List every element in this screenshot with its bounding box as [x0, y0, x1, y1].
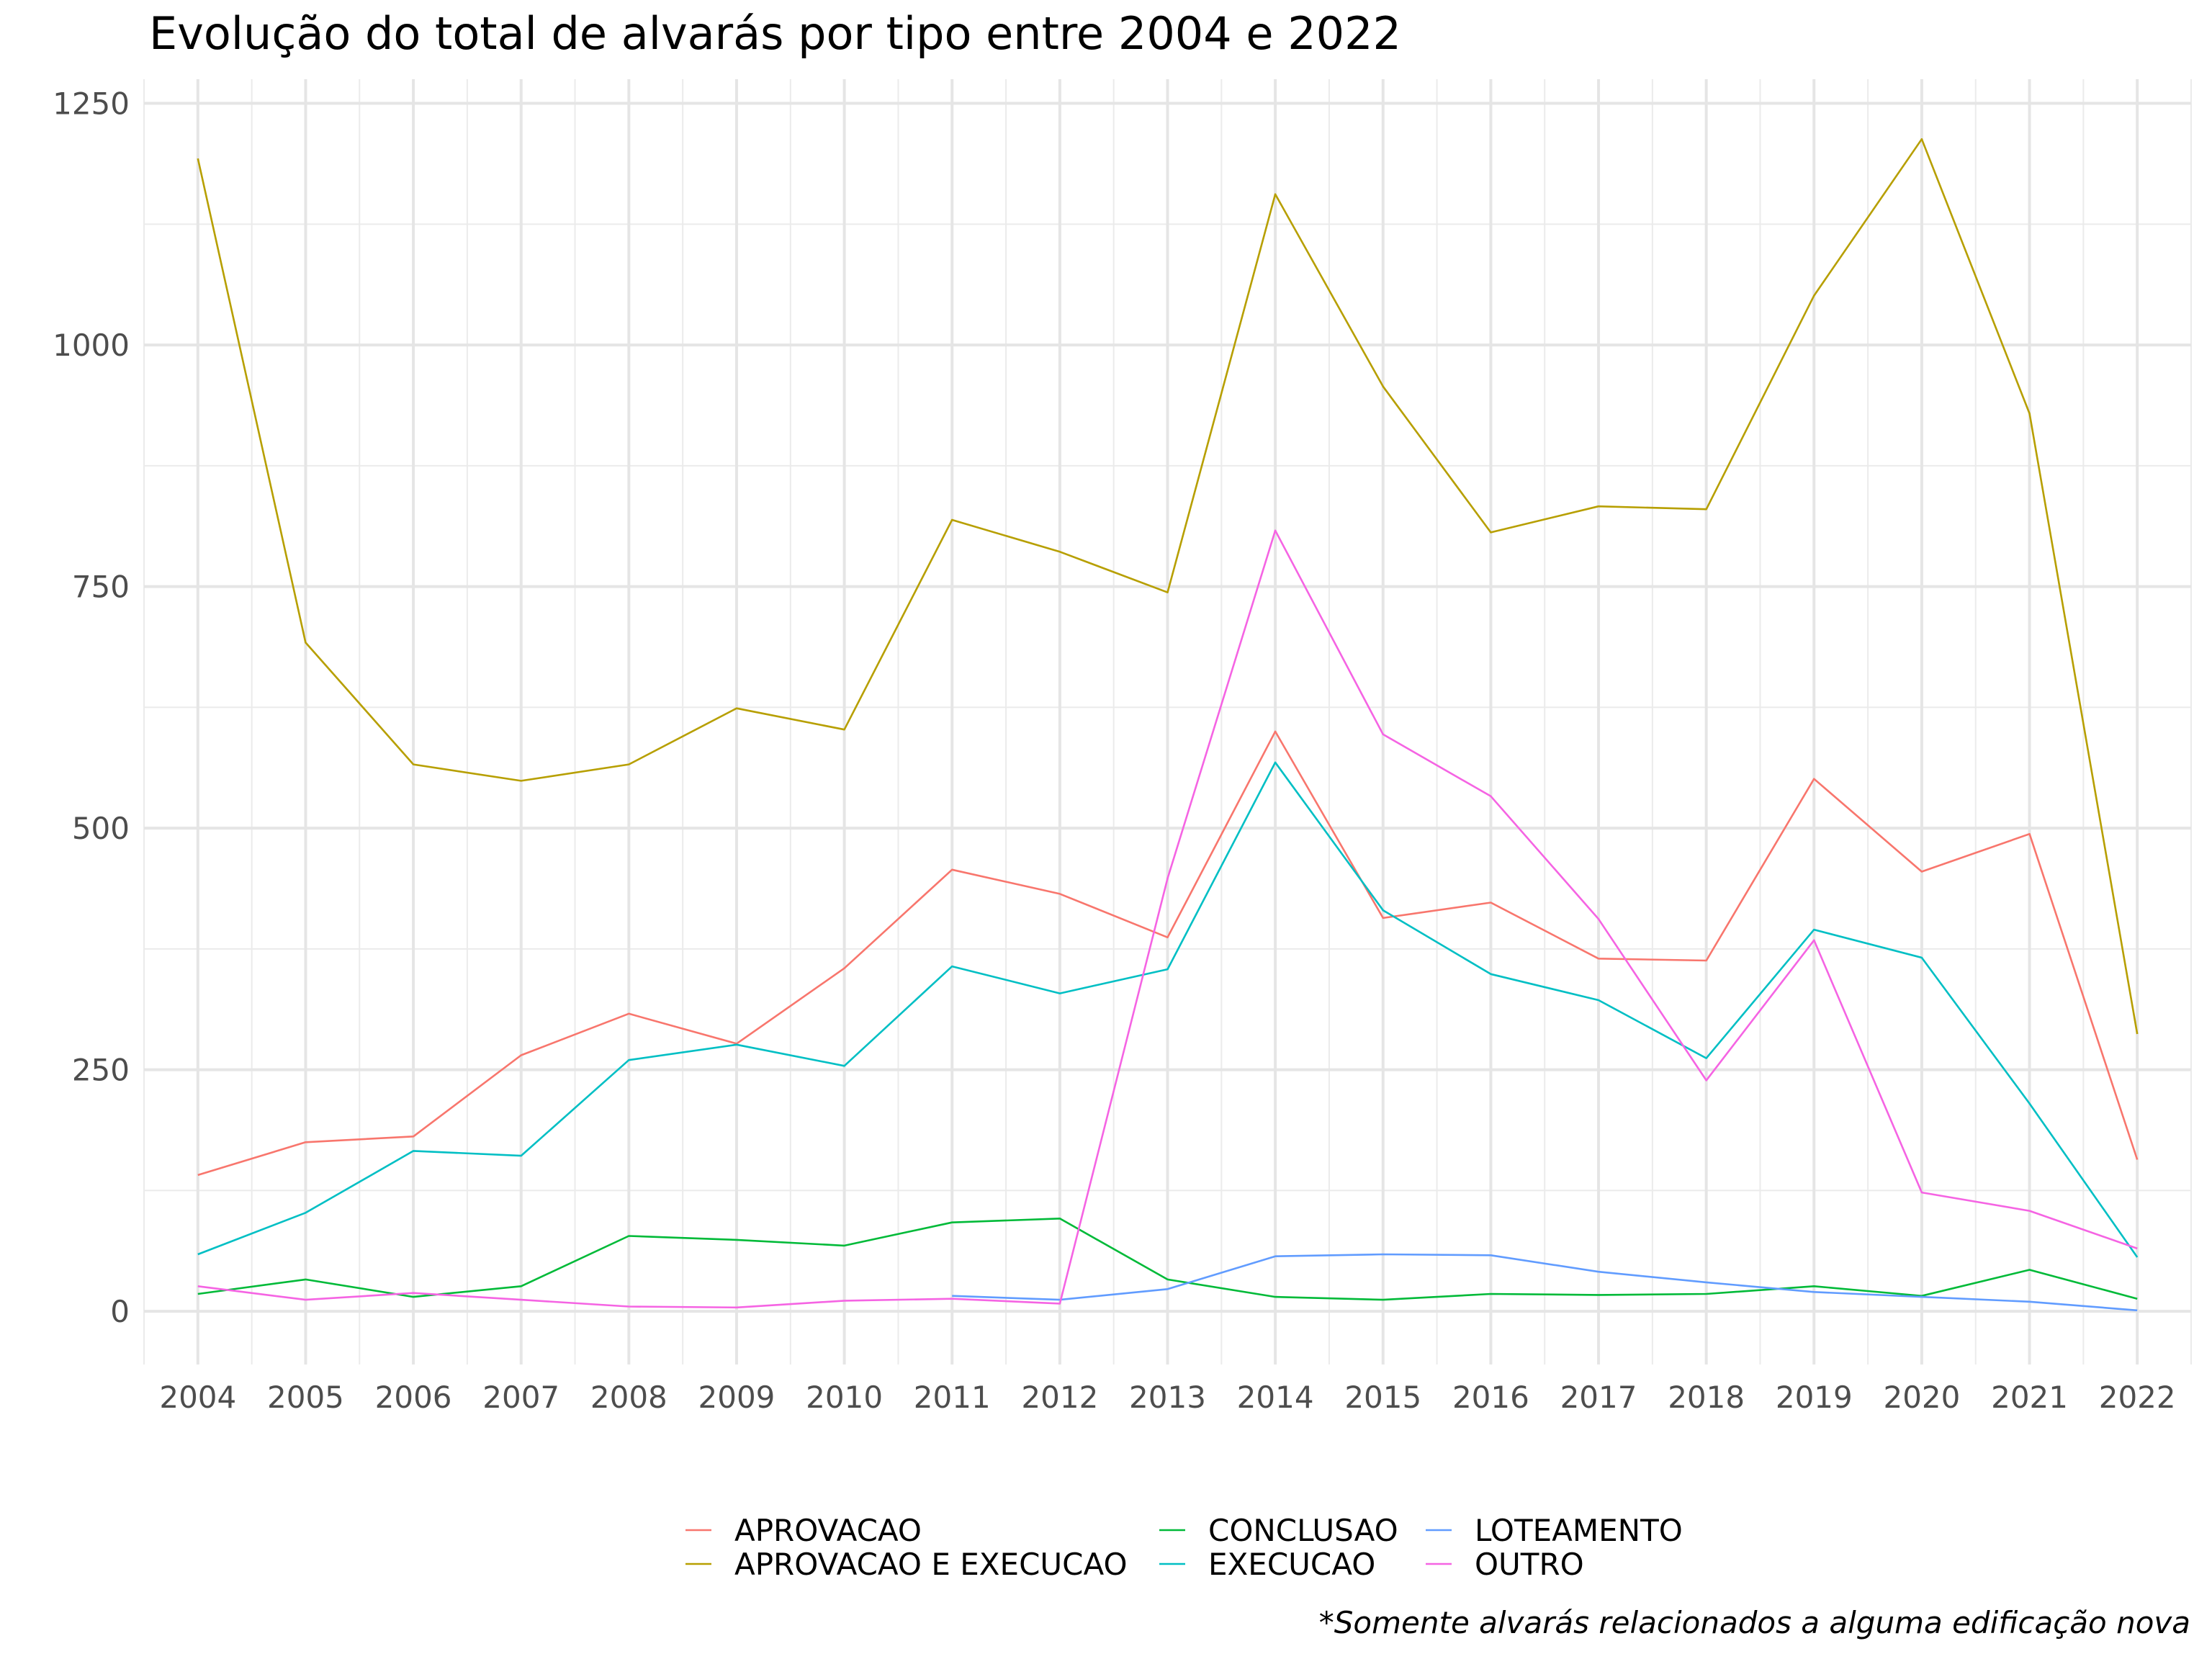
x-tick-label: 2016	[1452, 1380, 1529, 1415]
chart-caption: *Somente alvarás relacionados a alguma e…	[1319, 1605, 2190, 1640]
x-tick-label: 2005	[267, 1380, 344, 1415]
series-line-loteamento	[952, 1253, 2138, 1312]
x-tick-label: 2017	[1560, 1380, 1637, 1415]
grid	[143, 79, 2192, 1364]
x-tick-label: 2018	[1668, 1380, 1745, 1415]
legend-label-aprovacao-e-execucao: APROVACAO E EXECUCAO	[734, 1547, 1128, 1582]
x-tick-label: 2009	[698, 1380, 775, 1415]
x-tick-label: 2008	[590, 1380, 667, 1415]
x-tick-label: 2020	[1883, 1380, 1960, 1415]
x-tick-label: 2006	[375, 1380, 452, 1415]
x-tick-label: 2014	[1237, 1380, 1314, 1415]
legend-label-execucao: EXECUCAO	[1208, 1547, 1375, 1582]
y-tick-label: 0	[110, 1294, 130, 1329]
x-tick-label: 2010	[806, 1380, 883, 1415]
series-lines	[197, 138, 2139, 1312]
y-axis: 0 250 500 750 1000 1250	[53, 86, 130, 1330]
y-tick-label: 500	[72, 811, 130, 846]
x-axis: 2004 2005 2006 2007 2008 2009 2010 2011 2012 2013…	[159, 1380, 2175, 1415]
y-tick-label: 250	[72, 1053, 130, 1088]
legend-label-aprovacao: APROVACAO	[734, 1513, 922, 1548]
x-tick-label: 2022	[2099, 1380, 2176, 1415]
x-tick-label: 2015	[1344, 1380, 1421, 1415]
x-tick-label: 2004	[159, 1380, 236, 1415]
series-line-conclusao	[197, 1218, 2138, 1301]
legend-label-outro: OUTRO	[1475, 1547, 1584, 1582]
legend-label-loteamento: LOTEAMENTO	[1475, 1513, 1683, 1548]
x-tick-label: 2013	[1129, 1380, 1206, 1415]
series-line-outro	[197, 529, 2138, 1309]
y-tick-label: 1000	[53, 328, 130, 363]
series-line-aprovacao-e-execucao	[197, 138, 2139, 1035]
chart-title: Evolução do total de alvarás por tipo en…	[149, 7, 1401, 60]
x-tick-label: 2019	[1776, 1380, 1853, 1415]
x-tick-label: 2007	[482, 1380, 559, 1415]
series-line-execucao	[197, 761, 2139, 1258]
x-tick-label: 2021	[1991, 1380, 2068, 1415]
series-line-aprovacao	[197, 730, 2139, 1177]
x-tick-label: 2011	[914, 1380, 991, 1415]
x-tick-label: 2012	[1021, 1380, 1098, 1415]
y-tick-label: 750	[72, 570, 130, 605]
legend-label-conclusao: CONCLUSAO	[1208, 1513, 1398, 1548]
y-tick-label: 1250	[53, 86, 130, 122]
